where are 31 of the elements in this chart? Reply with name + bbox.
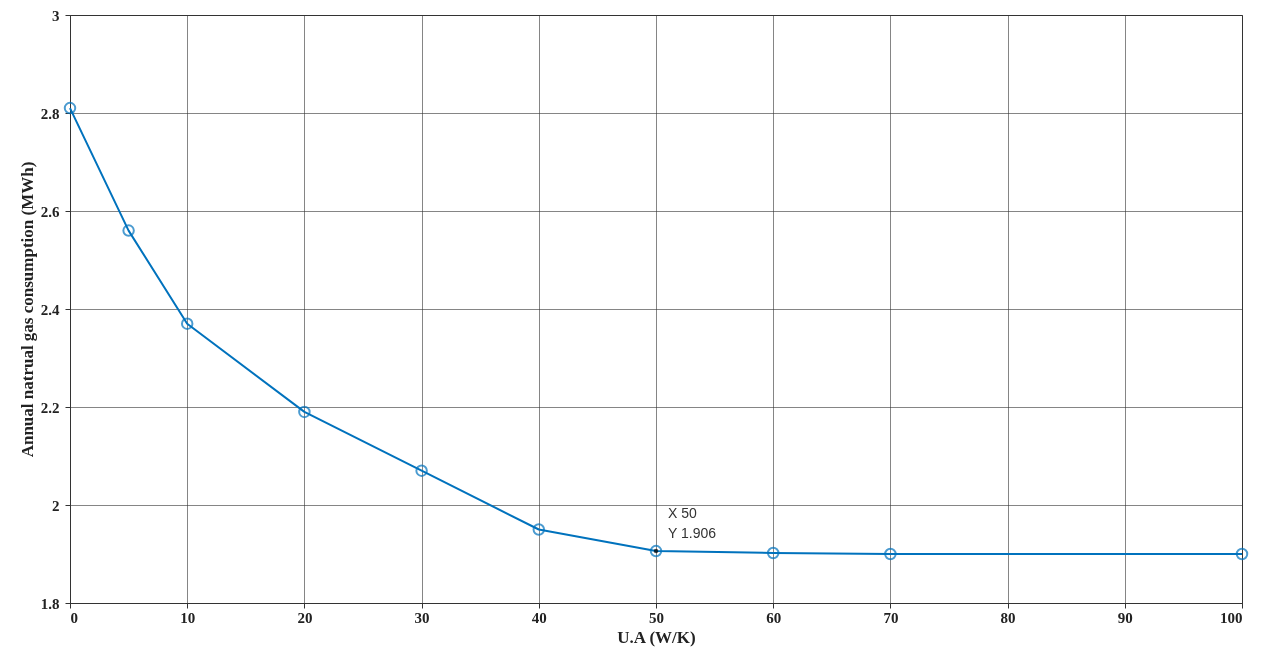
x-tick-label: 10 (180, 609, 196, 626)
y-tick-label: 1.8 (40, 595, 60, 612)
y-tick-label: 2.8 (40, 105, 60, 122)
y-tick-label: 3 (52, 7, 60, 24)
x-tick-label: 30 (414, 609, 430, 626)
point (649, 544, 663, 558)
x-tick-label: 0 (70, 609, 78, 626)
point (298, 405, 311, 419)
y-tick-label: 2.2 (40, 399, 60, 416)
x-tick-label: 50 (649, 609, 664, 626)
x-tick-label: 100 (1220, 609, 1243, 626)
y-tick-label: 2.6 (40, 203, 60, 220)
y-tick-label: 2.4 (40, 301, 60, 318)
annotation: X 50 Y 1.906 (668, 505, 717, 542)
point (1235, 547, 1249, 561)
point (766, 546, 780, 560)
x-axis-title: U.A (W/K) (617, 627, 696, 647)
point (532, 523, 546, 536)
x-tick-label: 70 (883, 609, 899, 626)
y-tick-label: 2 (52, 497, 60, 514)
x-tick-label: 40 (531, 609, 547, 626)
x-tick-label: 90 (1117, 609, 1133, 626)
point (180, 317, 194, 330)
point (884, 547, 897, 561)
x-tick-label: 80 (1000, 609, 1016, 626)
x-tick-label: 20 (297, 609, 313, 626)
point (63, 101, 77, 115)
point (122, 224, 135, 237)
y-axis-title: Annual natrual gas consumption (MWh) (17, 161, 37, 458)
x-tick-label: 60 (766, 609, 782, 626)
point (415, 464, 428, 477)
